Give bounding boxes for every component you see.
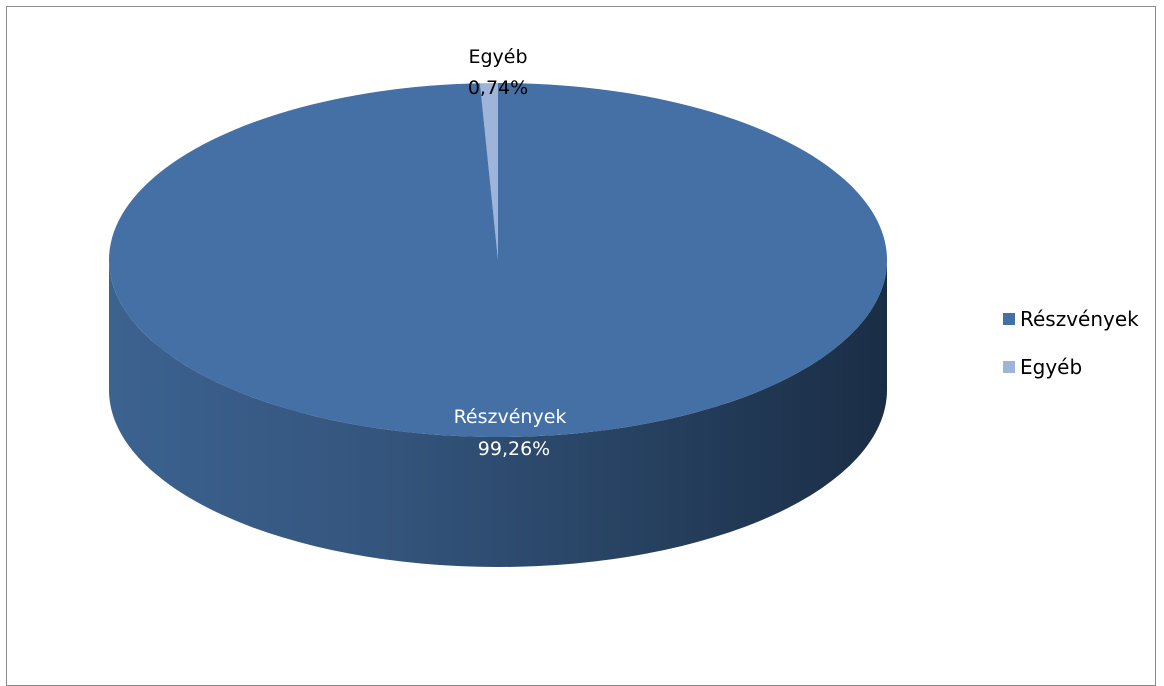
pie-slice-egyeb <box>479 83 498 260</box>
data-label-value-reszvenyek: 99,26% <box>478 438 550 460</box>
pie-side <box>109 260 887 567</box>
data-label-name-egyeb: Egyéb <box>468 46 527 68</box>
pie-side-wall <box>109 260 887 567</box>
legend-label-egyeb: Egyéb <box>1020 355 1082 379</box>
pie-chart: Egyéb 0,74% Részvények 99,26% Részvények… <box>109 46 1139 567</box>
pie-slice-reszvenyek <box>109 83 888 437</box>
pie-top <box>109 83 888 437</box>
data-label-value-egyeb: 0,74% <box>468 77 528 99</box>
legend-swatch-egyeb <box>1003 361 1015 373</box>
legend-swatch-reszvenyek <box>1003 313 1015 325</box>
data-label-name-reszvenyek: Részvények <box>454 406 567 428</box>
legend: Részvények Egyéb <box>1003 307 1139 379</box>
legend-label-reszvenyek: Részvények <box>1020 307 1139 331</box>
